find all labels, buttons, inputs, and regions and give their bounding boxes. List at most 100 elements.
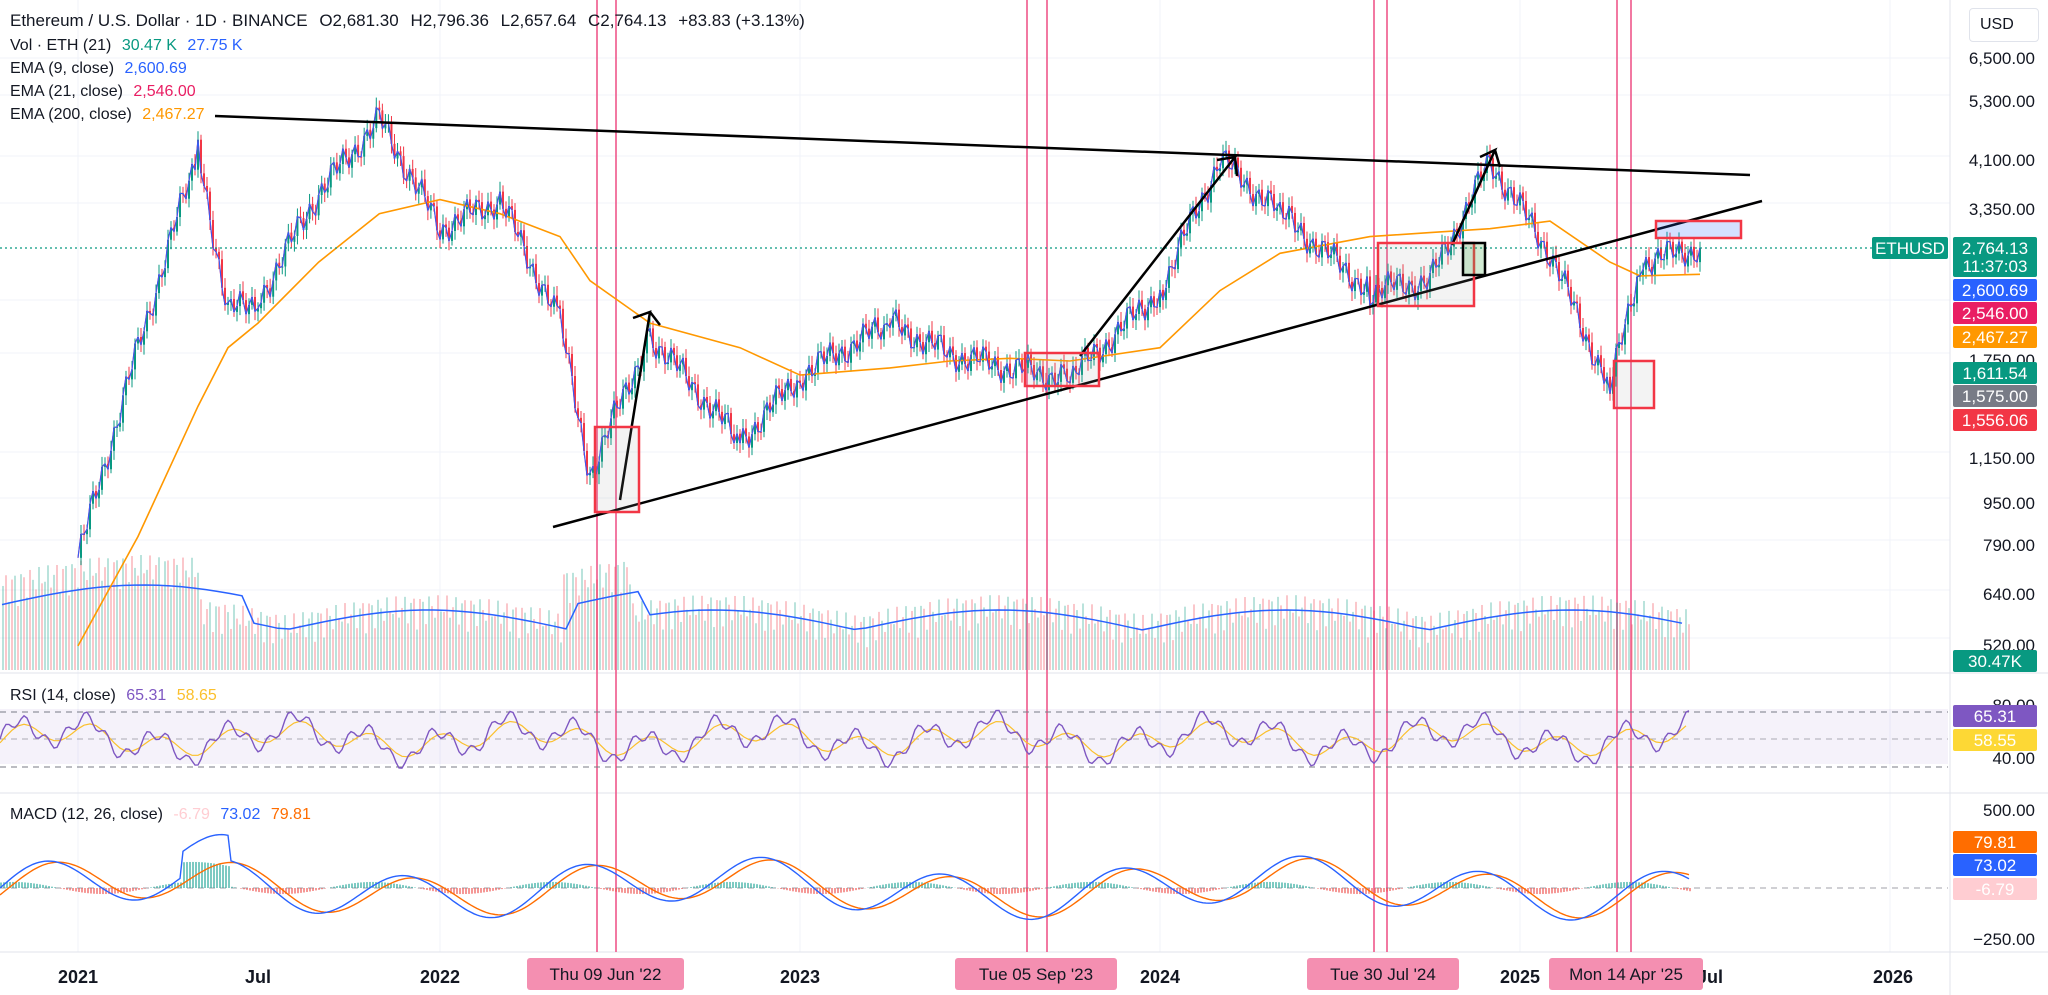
candle-body (372, 128, 375, 139)
volume-bar (848, 634, 850, 670)
candle-body (260, 302, 263, 309)
volume-bar (647, 614, 649, 670)
macd-hist-bar (1155, 888, 1157, 892)
candle-body (670, 347, 672, 363)
volume-bar (596, 579, 598, 670)
volume-bar (1088, 623, 1090, 670)
candle-body (134, 343, 136, 370)
price-tag-bg (1953, 279, 2037, 301)
volume-bar (1688, 624, 1690, 670)
open-value: O2,681.30 (319, 11, 399, 30)
volume-bar (362, 603, 364, 670)
volume-bar (1082, 603, 1084, 670)
candle-body (826, 355, 828, 364)
candle-body (305, 219, 308, 230)
volume-bar (773, 629, 775, 670)
macd-hist-bar (375, 881, 377, 888)
volume-bar (989, 595, 991, 670)
candle-body (1291, 205, 1293, 213)
volume-bar (1526, 605, 1528, 670)
candle-body (691, 382, 693, 391)
symbol-title[interactable]: Ethereum / U.S. Dollar · 1D · BINANCE (10, 11, 308, 30)
macd-hist-bar (534, 882, 536, 888)
volume-bar (1124, 613, 1126, 670)
ema200-legend[interactable]: EMA (200, close) 2,467.27 (10, 103, 211, 126)
volume-bar (956, 598, 958, 670)
macd-hist-bar (1461, 882, 1463, 888)
macd-hist-bar (1119, 884, 1121, 888)
macd-legend[interactable]: MACD (12, 26, close) -6.79 73.02 79.81 (10, 803, 317, 826)
macd-hist-bar (1509, 888, 1511, 892)
volume-bar (1247, 617, 1249, 670)
volume-bar (806, 631, 808, 670)
volume-bar (44, 581, 46, 670)
currency-selector[interactable]: USD (1969, 8, 2039, 42)
volume-bar (125, 563, 127, 670)
volume-bar (1226, 601, 1228, 670)
volume-bar (803, 604, 805, 670)
macd-hist-bar (351, 883, 353, 888)
candle-body (991, 366, 993, 370)
volume-bar (1625, 600, 1627, 670)
candle-body (266, 285, 269, 289)
volume-bar (1631, 624, 1633, 670)
volume-bar (626, 567, 628, 670)
candle-body (856, 340, 858, 352)
macd-hist-bar (24, 882, 26, 888)
macd-hist-bar (1185, 888, 1187, 894)
macd-hist-bar (288, 888, 290, 894)
candle-body (625, 382, 627, 390)
volume-bar (1142, 614, 1144, 670)
volume-bar (965, 600, 967, 670)
macd-hist-bar (1035, 888, 1037, 891)
volume-bar (1232, 622, 1234, 670)
macd-hist-bar (1215, 888, 1217, 890)
macd-hist-bar (1302, 885, 1304, 888)
ema9-legend[interactable]: EMA (9, close) 2,600.69 (10, 57, 193, 80)
macd-hist-bar (1026, 888, 1028, 892)
macd-hist-bar (1590, 886, 1592, 888)
macd-hist-bar (1077, 882, 1079, 888)
volume-bar (455, 597, 457, 670)
candle-body (381, 110, 384, 129)
candle-body (212, 219, 214, 249)
candle-body (952, 346, 954, 356)
macd-hist-bar (1173, 888, 1175, 894)
candle-body (1645, 257, 1647, 270)
macd-hist-bar (714, 882, 716, 888)
macd-hist-bar (0, 882, 2, 888)
rsi-legend[interactable]: RSI (14, close) 65.31 58.65 (10, 684, 223, 707)
macd-hist-bar (1602, 884, 1604, 888)
arrow-2 (1079, 155, 1239, 357)
candle-body (1393, 282, 1395, 290)
ema21-legend[interactable]: EMA (21, close) 2,546.00 (10, 80, 202, 103)
macd-hist-bar (747, 882, 749, 888)
volume-bar (665, 603, 667, 670)
volume-legend[interactable]: Vol · ETH (21) 30.47 K 27.75 K (10, 34, 249, 57)
volume-bar (776, 601, 778, 670)
volume-bar (839, 626, 841, 670)
volume-bar (875, 640, 877, 670)
volume-bar (1580, 620, 1582, 670)
candle-body (439, 230, 441, 240)
volume-bar (1418, 647, 1420, 670)
volume-bar (602, 587, 604, 670)
macd-hist-bar (621, 888, 623, 893)
volume-bar (890, 624, 892, 670)
macd-hist-bar (843, 888, 845, 893)
candle-body (721, 411, 723, 425)
macd-hist-bar (1641, 882, 1643, 888)
macd-hist-bar (1647, 883, 1649, 888)
volume-bar (1535, 609, 1537, 670)
price-axis-label: 6,500.00 (1969, 49, 2035, 68)
date-tag-bg (955, 958, 1117, 990)
symbol-header: Ethereum / U.S. Dollar · 1D · BINANCE O2… (10, 11, 812, 31)
volume-bar (104, 567, 106, 670)
macd-hist-bar (1653, 884, 1655, 888)
candle-body (823, 351, 825, 364)
candle-body (1573, 301, 1575, 306)
candle-body (724, 414, 726, 425)
macd-hist-bar (444, 888, 446, 893)
volume-bar (797, 623, 799, 670)
